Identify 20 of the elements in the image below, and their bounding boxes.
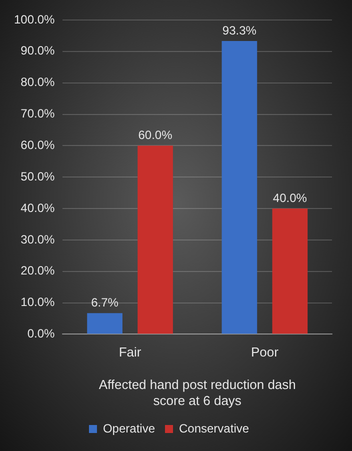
x-tick-label: Fair — [118, 344, 142, 360]
y-tick-label: 20.0% — [20, 264, 56, 278]
y-tick-label: 70.0% — [20, 106, 56, 121]
data-label: 40.0% — [272, 190, 308, 205]
x-tick-label: Poor — [250, 344, 280, 360]
y-tick-label: 10.0% — [20, 295, 56, 310]
legend-label: Conservative — [178, 421, 250, 436]
y-tick-label: 90.0% — [20, 44, 56, 58]
data-label: 93.3% — [222, 23, 257, 38]
y-tick-label: 40.0% — [20, 200, 56, 215]
y-tick-label: 60.0% — [20, 138, 56, 152]
legend-label: Operative — [102, 421, 156, 436]
x-axis-title: Affected hand post reduction dash score at 6 days — [98, 377, 296, 408]
y-tick-label: 100.0% — [14, 12, 56, 26]
data-label: 60.0% — [138, 128, 173, 142]
y-tick-label: 30.0% — [20, 232, 56, 246]
y-tick-label: 0.0% — [27, 326, 56, 341]
y-tick-label: 80.0% — [20, 75, 56, 90]
data-label: 6.7% — [91, 295, 119, 310]
y-tick-label: 50.0% — [20, 169, 56, 184]
